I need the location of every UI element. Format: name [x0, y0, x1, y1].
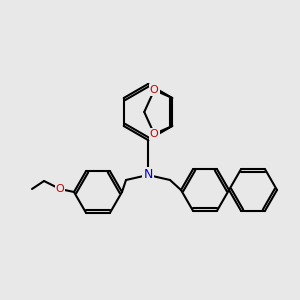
Text: O: O	[150, 129, 159, 139]
Text: O: O	[56, 184, 64, 194]
Text: O: O	[150, 85, 159, 95]
Text: N: N	[143, 169, 153, 182]
